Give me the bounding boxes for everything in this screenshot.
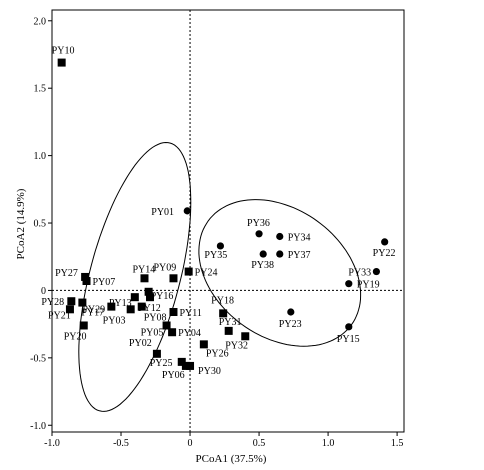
- point-label: PY15: [337, 334, 360, 345]
- point-label: PY01: [151, 207, 174, 218]
- point-label: PY13: [109, 298, 132, 309]
- confidence-ellipse: [78, 141, 192, 412]
- point-square: [146, 293, 155, 302]
- x-tick-label: 0.5: [253, 438, 266, 449]
- point-square: [162, 321, 171, 330]
- confidence-ellipse: [198, 199, 362, 347]
- y-tick-label: 2.0: [34, 16, 47, 27]
- point-square: [199, 340, 208, 349]
- point-label: PY04: [178, 328, 201, 339]
- point-label: PY36: [247, 218, 270, 229]
- y-tick-label: 1.5: [34, 84, 47, 95]
- point-square: [130, 293, 139, 302]
- point-label: PY32: [225, 340, 248, 351]
- point-square: [184, 267, 193, 276]
- point-square: [57, 58, 66, 67]
- point-square: [177, 357, 186, 366]
- point-square: [140, 274, 149, 283]
- point-square: [137, 302, 146, 311]
- point-square: [65, 305, 74, 314]
- point-label: PY05: [141, 327, 164, 338]
- point-label: PY08: [144, 313, 167, 324]
- point-square: [169, 274, 178, 283]
- x-tick-label: -0.5: [113, 438, 129, 449]
- point-label: PY33: [348, 268, 371, 279]
- point-label: PY02: [129, 338, 152, 349]
- y-tick-label: 0.5: [34, 219, 47, 230]
- point-square: [67, 297, 76, 306]
- point-label: PY23: [279, 319, 302, 330]
- point-label: PY24: [195, 268, 218, 279]
- point-label: PY21: [48, 310, 71, 321]
- point-circle: [255, 230, 263, 238]
- point-square: [219, 309, 228, 318]
- point-label: PY03: [103, 315, 126, 326]
- point-square: [169, 308, 178, 317]
- point-label: PY31: [219, 317, 242, 328]
- y-tick-label: 0: [41, 286, 46, 297]
- point-circle: [381, 238, 389, 246]
- point-square: [241, 332, 250, 341]
- point-square: [186, 361, 195, 370]
- x-axis-title: PCoA1 (37.5%): [196, 453, 267, 465]
- point-label: PY17: [81, 308, 104, 319]
- point-label: PY38: [251, 260, 274, 271]
- x-tick-label: 1.5: [391, 438, 404, 449]
- y-axis-title: PCoA2 (14.9%): [15, 188, 27, 259]
- point-square: [168, 328, 177, 337]
- point-circle: [259, 250, 267, 258]
- x-tick-label: 0: [188, 438, 193, 449]
- y-tick-label: -0.5: [30, 353, 46, 364]
- point-square: [78, 298, 87, 307]
- point-label: PY18: [211, 295, 234, 306]
- point-label: PY14: [132, 264, 155, 275]
- point-label: PY07: [93, 277, 116, 288]
- point-label: PY11: [179, 308, 201, 319]
- plot-frame: [51, 9, 405, 433]
- point-square: [79, 321, 88, 330]
- point-circle: [287, 308, 295, 316]
- point-label: PY28: [41, 297, 64, 308]
- point-circle: [276, 250, 284, 258]
- point-label: PY19: [357, 280, 380, 291]
- point-square: [107, 302, 116, 311]
- x-tick-label: 1.0: [322, 438, 335, 449]
- point-label: PY37: [288, 250, 311, 261]
- point-square: [82, 276, 91, 285]
- point-label: PY20: [64, 331, 87, 342]
- point-circle: [216, 242, 225, 250]
- point-label: PY06: [162, 370, 185, 381]
- point-square: [152, 349, 161, 358]
- point-label: PY26: [206, 348, 229, 359]
- point-circle: [345, 323, 353, 331]
- y-tick-label: 1.0: [34, 151, 47, 162]
- point-circle: [372, 267, 380, 276]
- point-circle: [276, 232, 284, 241]
- point-circle: [345, 280, 353, 288]
- plot-area: -1.0 -0.5 0 0.5 1.0 1.5 -1.0 -0.5 0 0.5 1.0 1.5 2.0 P…: [30, 9, 405, 449]
- point-label: PY10: [52, 46, 75, 57]
- point-circle: [183, 207, 191, 215]
- point-label: PY30: [198, 366, 221, 377]
- point-square: [81, 272, 90, 281]
- point-label: PY34: [288, 233, 311, 244]
- point-label: PY12: [138, 303, 161, 314]
- point-square: [181, 361, 190, 370]
- x-tick-label: -1.0: [44, 438, 60, 449]
- point-label: PY25: [150, 358, 173, 369]
- point-label: PY09: [153, 262, 176, 273]
- point-label: PY29: [82, 305, 105, 316]
- point-label: PY16: [151, 291, 174, 302]
- point-label: PY22: [373, 248, 396, 259]
- y-tick-label: -1.0: [30, 421, 46, 432]
- point-label: PY27: [55, 268, 78, 279]
- point-label: PY35: [204, 250, 227, 261]
- point-square: [126, 305, 135, 314]
- point-square: [224, 326, 233, 335]
- point-square: [144, 287, 153, 296]
